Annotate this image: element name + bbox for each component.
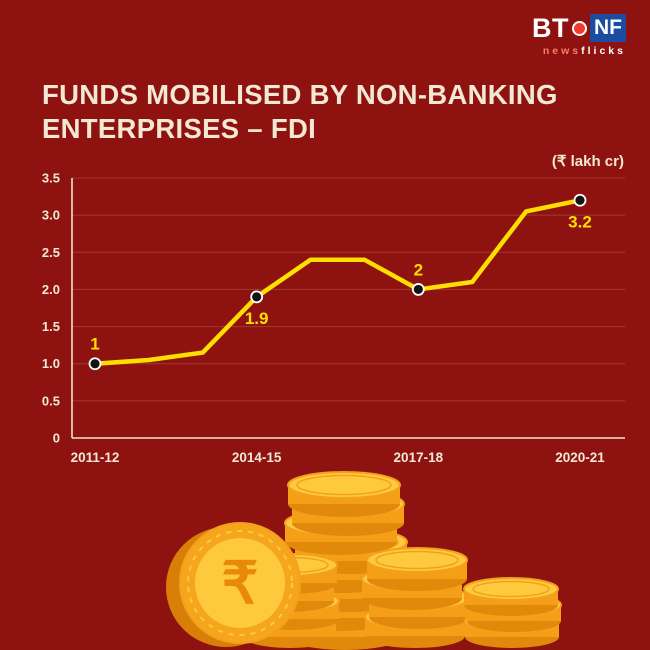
rupee-symbol: ₹ [222,551,259,616]
data-point-label: 2 [414,260,423,279]
fdi-line-chart: 0 0.5 1.0 1.5 2.0 2.5 3.0 3.5 2011-12 2014-15 2017… [42,171,625,465]
data-point-label: 1.9 [245,309,269,328]
data-point-label: 3.2 [568,212,592,231]
y-tick-label: 0.5 [42,393,60,408]
x-tick-label: 2017-18 [394,450,444,465]
logo-tagline-news: news [542,45,582,57]
logo-dot-icon [572,20,587,36]
y-tick-label: 2.0 [42,282,60,297]
data-point-marker [411,283,425,296]
btnf-logo: BT NF newsflicks [532,14,626,57]
x-tick-label: 2011-12 [71,450,120,465]
logo-bt-text: BT [532,12,569,43]
data-point-marker [250,290,264,304]
y-tick-label: 1.0 [42,356,60,371]
y-tick-label: 1.5 [42,319,60,334]
page-title: FUNDS MOBILISED BY NON-BANKING ENTERPRIS… [42,79,558,145]
data-point-marker [88,357,102,371]
y-tick-label: 0 [53,431,60,446]
logo-tagline: newsflicks [532,45,626,57]
x-tick-label: 2014-15 [232,450,282,465]
logo-tagline-flicks: flicks [581,45,626,57]
logo-nf-text: NF [590,14,626,42]
logo-row: BT NF [532,14,626,42]
y-tick-label: 2.5 [42,245,60,260]
chart-line [92,198,583,366]
data-point-label: 1 [90,335,99,354]
coins-illustration: ₹ [166,471,562,650]
unit-label: (₹ lakh cr) [551,153,624,170]
y-tick-label: 3.5 [42,171,60,186]
y-tick-label: 3.0 [42,208,60,223]
x-tick-label: 2020-21 [555,450,605,465]
data-point-marker [573,193,587,207]
